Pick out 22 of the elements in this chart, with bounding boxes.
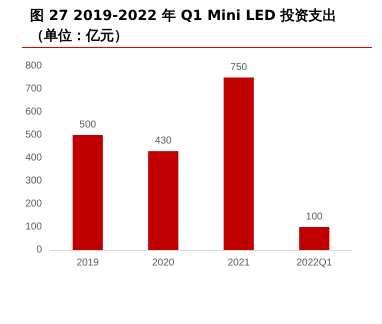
bar <box>72 135 103 250</box>
y-tick-label: 200 <box>25 198 42 210</box>
x-tick-label: 2019 <box>76 258 100 268</box>
x-tick-label: 2022Q1 <box>296 258 332 268</box>
data-label: 100 <box>306 212 324 222</box>
y-tick-label: 0 <box>36 244 42 256</box>
y-tick-label: 100 <box>25 222 42 232</box>
chart-title: 图 27 2019-2022 年 Q1 Mini LED 投资支出（单位：亿元） <box>30 7 338 46</box>
x-tick-label: 2021 <box>228 258 250 268</box>
bar <box>299 227 330 250</box>
y-tick-label: 800 <box>25 60 42 72</box>
y-tick-label: 400 <box>25 152 42 164</box>
y-tick-label: 600 <box>25 106 42 118</box>
data-label: 500 <box>79 120 97 130</box>
y-tick-label: 500 <box>25 130 42 140</box>
y-tick-label: 700 <box>25 84 42 94</box>
data-label: 430 <box>154 136 172 147</box>
y-tick-label: 300 <box>25 176 42 186</box>
bar <box>148 151 178 250</box>
x-tick-label: 2020 <box>152 258 175 268</box>
data-label: 750 <box>230 62 248 73</box>
bar <box>224 78 254 250</box>
